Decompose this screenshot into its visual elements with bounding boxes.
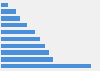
Bar	[1, 23, 27, 27]
Bar	[1, 44, 44, 48]
Bar	[1, 57, 53, 62]
Bar	[1, 9, 16, 14]
Bar	[1, 3, 8, 7]
Bar	[1, 64, 91, 68]
Bar	[1, 16, 20, 21]
Bar	[1, 37, 40, 41]
Bar	[1, 50, 49, 55]
Bar	[1, 30, 35, 34]
